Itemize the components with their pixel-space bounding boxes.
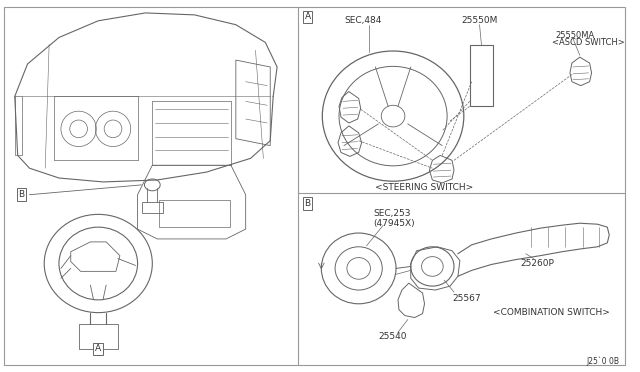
Text: 25550MA: 25550MA <box>556 31 595 39</box>
Text: J25`0 0B: J25`0 0B <box>586 357 619 366</box>
Text: 25540: 25540 <box>378 332 407 341</box>
Text: SEC,484: SEC,484 <box>344 16 381 25</box>
Bar <box>470 45 493 106</box>
Text: <STEERING SWITCH>: <STEERING SWITCH> <box>376 183 474 192</box>
Bar <box>141 202 163 214</box>
Text: 25550M: 25550M <box>462 16 498 25</box>
Text: 25567: 25567 <box>452 294 481 303</box>
Text: <COMBINATION SWITCH>: <COMBINATION SWITCH> <box>493 308 610 317</box>
Text: SEC,253: SEC,253 <box>373 209 411 218</box>
Text: B: B <box>19 190 25 199</box>
Text: <ASCD SWITCH>: <ASCD SWITCH> <box>552 38 625 48</box>
Text: 25260P: 25260P <box>521 259 555 267</box>
Bar <box>159 200 230 227</box>
Bar <box>79 324 118 349</box>
Text: B: B <box>305 199 310 208</box>
Text: (47945X): (47945X) <box>373 219 415 228</box>
Text: A: A <box>95 344 101 353</box>
Text: A: A <box>305 12 310 21</box>
